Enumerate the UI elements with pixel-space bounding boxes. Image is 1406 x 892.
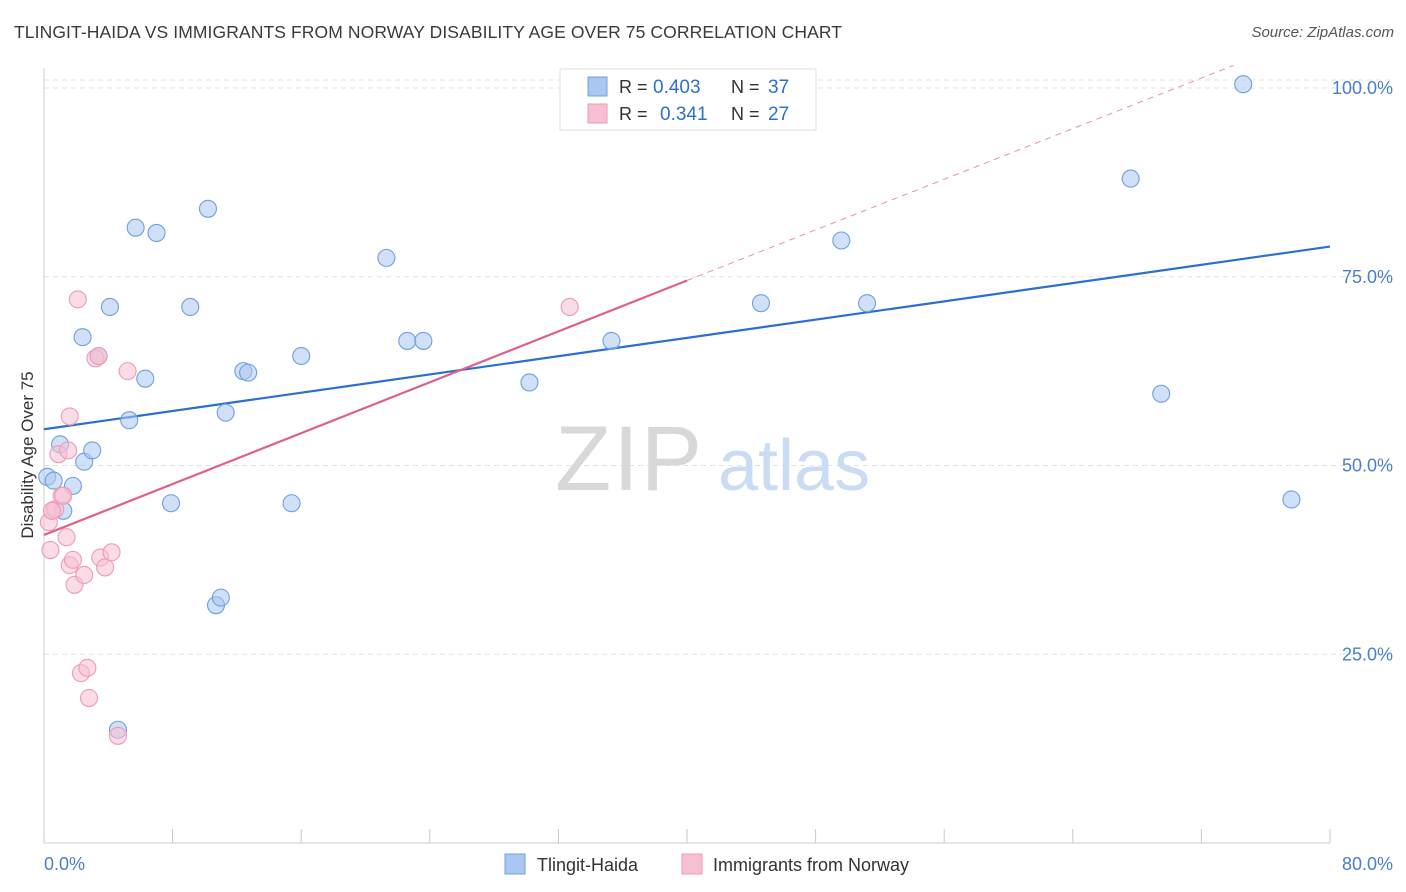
legend-swatch-norway (681, 853, 703, 875)
point-immigrants-norway (89, 346, 108, 366)
y-tick-label: 100.0% (1332, 78, 1393, 98)
legend-label-tlingit: Tlingit-Haida (537, 855, 639, 875)
stats-n-value-tlingit: 37 (768, 77, 789, 98)
point-immigrants-norway (108, 726, 127, 745)
point-tlingit-haida (857, 294, 877, 313)
point-immigrants-norway (75, 565, 94, 585)
stats-n-label-norway: N = (731, 104, 760, 124)
watermark-atlas: atlas (718, 426, 870, 506)
point-immigrants-norway (41, 541, 60, 560)
point-tlingit-haida (211, 588, 230, 607)
point-tlingit-haida (126, 218, 145, 237)
y-axis-label: Disability Age Over 75 (18, 371, 37, 538)
point-tlingit-haida (1234, 75, 1253, 94)
point-tlingit-haida (398, 331, 417, 350)
point-tlingit-haida (1282, 490, 1301, 509)
point-tlingit-haida (1152, 384, 1171, 403)
point-tlingit-haida (73, 328, 92, 347)
stats-swatch-norway (587, 103, 608, 124)
legend-swatch-tlingit (504, 853, 526, 875)
y-tick-labels: 25.0% 50.0% 75.0% 100.0% (1332, 78, 1393, 664)
point-immigrants-norway (54, 486, 73, 505)
point-immigrants-norway (63, 550, 82, 569)
point-immigrants-norway (78, 658, 97, 677)
trend-lines (43, 64, 1331, 536)
point-tlingit-haida (216, 403, 235, 422)
point-tlingit-haida (602, 331, 621, 350)
stats-r-value-tlingit: 0.403 (653, 77, 701, 98)
chart-source: Source: ZipAtlas.com (1251, 24, 1394, 41)
point-tlingit-haida (239, 363, 258, 382)
point-tlingit-haida (377, 248, 396, 267)
point-tlingit-haida (83, 441, 102, 460)
point-immigrants-norway (42, 501, 62, 520)
point-tlingit-haida (136, 369, 155, 388)
watermark: ZIP atlas (555, 408, 870, 510)
point-tlingit-haida (181, 297, 200, 317)
point-tlingit-haida (751, 294, 770, 313)
stats-r-value-norway: 0.341 (660, 104, 708, 125)
trend-line-norway-extension (686, 64, 1234, 281)
x-tick-label-min: 0.0% (44, 854, 85, 874)
point-immigrants-norway (57, 528, 76, 547)
y-tick-label: 25.0% (1342, 644, 1393, 664)
point-immigrants-norway (102, 543, 121, 562)
stats-n-value-norway: 27 (768, 104, 789, 125)
point-tlingit-haida (832, 231, 851, 250)
point-immigrants-norway (96, 558, 115, 577)
point-tlingit-haida (161, 494, 181, 513)
point-tlingit-haida (282, 494, 301, 513)
stats-r-label-tlingit: R = (619, 77, 648, 97)
point-immigrants-norway (118, 362, 137, 381)
y-tick-label: 50.0% (1342, 456, 1393, 476)
point-tlingit-haida (198, 199, 218, 218)
legend-label-norway: Immigrants from Norway (713, 855, 909, 875)
watermark-zip: ZIP (555, 408, 704, 510)
stats-n-label-tlingit: N = (731, 77, 760, 97)
point-immigrants-norway (68, 290, 87, 309)
point-tlingit-haida (414, 331, 433, 350)
x-ticks (43, 829, 1331, 843)
data-points (38, 75, 1301, 745)
stats-r-label-norway: R = (619, 104, 648, 124)
point-tlingit-haida (147, 223, 166, 243)
point-immigrants-norway (59, 441, 78, 460)
x-tick-label-max: 80.0% (1342, 854, 1393, 874)
trend-line-norway (43, 279, 688, 536)
point-tlingit-haida (44, 471, 63, 490)
stats-swatch-tlingit (587, 76, 608, 97)
trend-line-tlingit (43, 245, 1331, 431)
series-legend: Tlingit-Haida Immigrants from Norway (504, 853, 909, 875)
chart-title: TLINGIT-HAIDA VS IMMIGRANTS FROM NORWAY … (14, 22, 843, 42)
point-tlingit-haida (292, 346, 311, 366)
point-tlingit-haida (1121, 169, 1140, 188)
stats-legend: R = 0.403 N = 37 R = 0.341 N = 27 (559, 68, 817, 131)
point-immigrants-norway (560, 297, 579, 317)
point-immigrants-norway (79, 688, 99, 708)
point-immigrants-norway (60, 407, 79, 426)
point-tlingit-haida (520, 373, 539, 392)
point-tlingit-haida (120, 411, 139, 430)
point-tlingit-haida (100, 297, 119, 317)
y-tick-label: 75.0% (1342, 267, 1393, 287)
